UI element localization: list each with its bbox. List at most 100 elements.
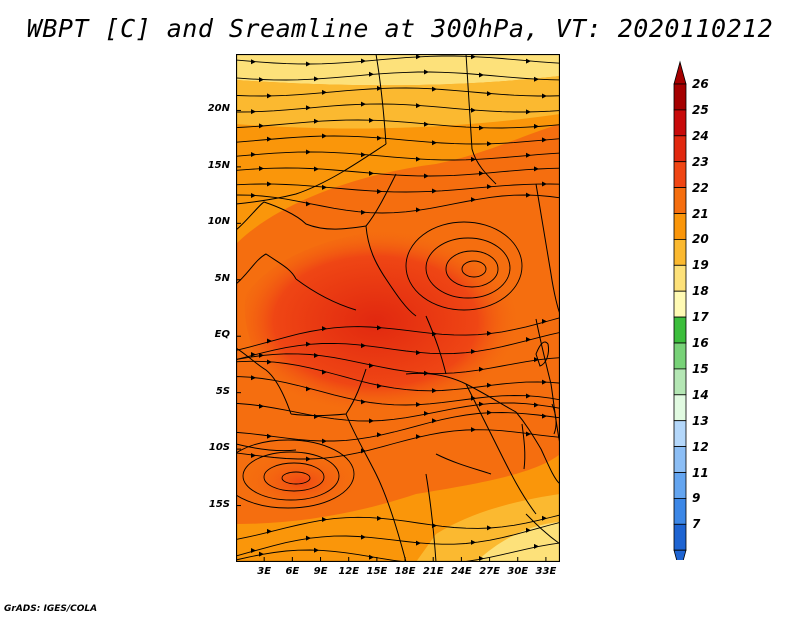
streamline-arrow (471, 348, 476, 354)
streamline-arrow (259, 403, 264, 409)
streamline-arrow (416, 434, 421, 440)
streamline-arrow (487, 382, 492, 388)
lat-label: 10S (208, 442, 230, 454)
streamline-arrow (306, 105, 311, 111)
streamline (236, 429, 560, 460)
colorbar-swatch (673, 420, 687, 448)
streamline-arrow (267, 93, 272, 99)
streamline-arrow (534, 357, 539, 363)
streamline-arrow (432, 140, 437, 146)
streamline-arrow (416, 402, 421, 408)
streamline-arrow (487, 410, 492, 416)
streamline (236, 194, 560, 214)
streamline-arrow (361, 448, 366, 454)
streamline-arrow (377, 515, 382, 521)
streamline (236, 87, 560, 97)
colorbar-level-label: 11 (692, 465, 709, 480)
colorbar-swatch (673, 135, 687, 163)
streamline-arrow (369, 363, 374, 369)
streamline-arrow (526, 58, 531, 64)
streamline-arrow (259, 123, 264, 129)
streamline (236, 514, 560, 540)
colorbar-level-label: 26 (692, 77, 709, 91)
streamline-arrow (322, 89, 327, 95)
colorbar-swatch (673, 83, 687, 111)
streamline-arrow (314, 76, 319, 82)
streamline-arrow (471, 197, 476, 203)
streamline (236, 151, 560, 161)
streamline-arrow (542, 379, 547, 385)
streamline-arrow (306, 456, 311, 462)
streamline-arrow (267, 338, 272, 344)
lon-label: 18E (394, 566, 416, 577)
colorbar-swatch (673, 342, 687, 370)
colorbar-swatch (673, 316, 687, 344)
colorbar-swatch (673, 109, 687, 137)
streamline (236, 71, 560, 81)
colorbar-swatch (673, 161, 687, 188)
streamline-arrow (361, 58, 366, 64)
streamline-arrow (471, 156, 476, 162)
wbpt-23-sw-region (241, 452, 361, 512)
streamline-arrow (322, 516, 327, 522)
streamline-arrow (361, 399, 366, 405)
streamline-arrow (314, 547, 319, 553)
streamline-arrow (526, 192, 531, 198)
streamline-arrow (251, 109, 256, 115)
colorbar-level-label: 15 (692, 361, 709, 376)
colorbar-top-arrow (673, 60, 687, 85)
wbpt-20-region (236, 76, 560, 129)
streamline-arrow (471, 54, 476, 60)
streamline-arrow (526, 393, 531, 399)
streamline-arrow (471, 427, 476, 433)
streamline-arrow (377, 188, 382, 194)
streamline (236, 360, 560, 392)
colorbar-swatch (673, 187, 687, 214)
streamline-arrow (369, 554, 374, 560)
streamline-arrow (542, 181, 547, 187)
streamline-arrow (479, 125, 484, 131)
lon-label: 27E (479, 566, 500, 577)
streamline-arrow (416, 156, 421, 162)
streamline-arrow (306, 535, 311, 541)
vortex-south (236, 439, 355, 509)
streamline (236, 402, 560, 422)
streamline-arrow (259, 352, 264, 358)
streamline-arrow (361, 534, 366, 540)
streamline-arrow (322, 133, 327, 139)
streamline-arrow (306, 201, 311, 207)
streamline-arrow (322, 184, 327, 190)
streamline-arrow (487, 525, 492, 531)
colorbar-bottom-arrow (673, 549, 687, 560)
streamline-arrow (479, 72, 484, 78)
streamline (236, 331, 560, 361)
streamline-arrow (361, 209, 366, 215)
colorbar-level-label: 25 (692, 102, 709, 117)
streamline-arrow (424, 173, 429, 179)
colorbar-swatch (673, 472, 687, 499)
lat-label: 15N (207, 159, 230, 171)
streamline-arrow (432, 86, 437, 92)
streamline-arrow (534, 76, 539, 82)
streamline-arrow (416, 54, 421, 60)
lat-label: 5S (215, 385, 230, 397)
streamline-arrow (306, 341, 311, 347)
streamline-arrow (534, 123, 539, 129)
streamline-arrow (416, 540, 421, 546)
colorbar-level-label: 18 (692, 284, 709, 299)
colorbar-level-label: 19 (692, 258, 709, 273)
map-canvas (236, 54, 560, 562)
colorbar-swatch (673, 497, 687, 525)
colorbar-level-label: 20 (692, 232, 709, 247)
lat-label: 15S (208, 498, 230, 510)
map-title: WBPT [C] and Sreamline at 300hPa, VT: 20… (26, 14, 774, 43)
colorbar-level-label: 14 (692, 387, 709, 402)
streamline-arrow (314, 352, 319, 358)
streamline-arrow (432, 418, 437, 424)
streamline-arrow (251, 192, 256, 198)
streamline-arrow (526, 152, 531, 158)
streamline-arrow (542, 318, 547, 324)
colorbar-level-label: 17 (692, 310, 709, 325)
lon-label: 24E (451, 566, 472, 577)
streamline-arrow (322, 438, 327, 444)
